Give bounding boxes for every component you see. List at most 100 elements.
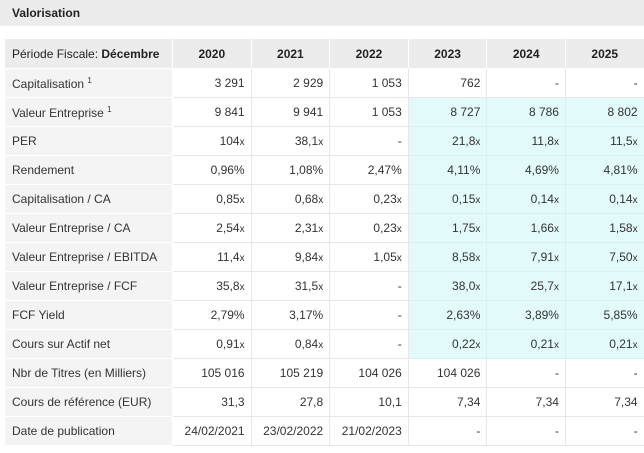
multiple-unit: x xyxy=(632,253,638,264)
value-cell: 3 291 xyxy=(172,68,252,98)
value-cell: 2 929 xyxy=(250,68,331,98)
cell-value: 2,31 xyxy=(294,221,319,235)
multiple-unit: x xyxy=(239,253,245,264)
cell-value: - xyxy=(633,76,638,90)
year-header: 2021 xyxy=(250,38,331,69)
value-cell: 3,89% xyxy=(486,300,566,330)
value-cell: - xyxy=(564,416,644,446)
cell-value: 762 xyxy=(460,76,481,90)
multiple-unit: x xyxy=(318,340,324,351)
multiple-unit: x xyxy=(632,340,638,351)
multiple-unit: x xyxy=(239,137,245,148)
multiple-unit: x xyxy=(475,282,481,293)
table-row: Date de publication 24/02/2021 23/02/2022 2… xyxy=(4,416,644,446)
cell-value: 4,69% xyxy=(524,163,559,177)
table-row: PER 104x 38,1x -21,8x 11,8x 11,5x xyxy=(4,126,644,156)
value-cell: 0,22x xyxy=(407,329,488,359)
value-cell: 1,58x xyxy=(564,213,644,243)
cell-value: 31,3 xyxy=(221,395,245,409)
footnote-marker: 1 xyxy=(107,104,112,114)
cell-value: 0,21 xyxy=(530,337,554,351)
row-label: Date de publication xyxy=(4,416,173,446)
cell-value: 9 841 xyxy=(214,105,245,119)
header-row: Période Fiscale: Décembre 2020 2021 2022… xyxy=(4,38,644,69)
table-row: Capitalisation 1 3 291 2 929 1 053 762 - - xyxy=(4,68,644,98)
cell-value: - xyxy=(397,279,402,293)
multiple-unit: x xyxy=(475,340,481,351)
row-label: Cours sur Actif net xyxy=(4,329,173,359)
multiple-unit: x xyxy=(632,224,638,235)
multiple-unit: x xyxy=(318,195,324,206)
value-cell: - xyxy=(329,300,409,330)
value-cell: 8 727 xyxy=(407,97,488,127)
cell-value: 3,17% xyxy=(289,308,324,322)
cell-value: - xyxy=(633,366,638,380)
multiple-unit: x xyxy=(553,137,559,148)
multiple-unit: x xyxy=(396,224,402,235)
fiscal-period-label: Période Fiscale: Décembre xyxy=(4,38,173,69)
value-cell: 9 941 xyxy=(250,97,331,127)
cell-value: - xyxy=(554,424,559,438)
cell-value: 35,8 xyxy=(216,279,240,293)
cell-value: 2 929 xyxy=(293,76,324,90)
cell-value: 0,68 xyxy=(294,192,319,206)
value-cell: - xyxy=(564,358,644,388)
cell-value: 9 941 xyxy=(293,105,324,119)
value-cell: 104 026 xyxy=(329,358,409,388)
value-cell: 0,85x xyxy=(172,184,252,214)
value-cell: 4,11% xyxy=(407,155,488,185)
row-label: Valeur Entreprise / FCF xyxy=(4,271,173,301)
cell-value: 8 727 xyxy=(450,105,481,119)
year-header: 2020 xyxy=(172,38,252,69)
cell-value: 5,85% xyxy=(603,308,638,322)
value-cell: 7,91x xyxy=(486,242,566,272)
row-label-text: Valeur Entreprise / EBITDA xyxy=(12,250,158,264)
value-cell: 0,96% xyxy=(172,155,252,185)
value-cell: 23/02/2022 xyxy=(250,416,331,446)
value-cell: - xyxy=(329,126,409,156)
cell-value: 8 802 xyxy=(607,105,638,119)
multiple-unit: x xyxy=(553,195,559,206)
multiple-unit: x xyxy=(318,253,324,264)
multiple-unit: x xyxy=(396,195,402,206)
table-row: Valeur Entreprise 1 9 841 9 941 1 053 8 727 8… xyxy=(4,97,644,127)
cell-value: 3,89% xyxy=(524,308,559,322)
multiple-unit: x xyxy=(475,224,481,235)
value-cell: 11,5x xyxy=(564,126,644,156)
value-cell: 8 786 xyxy=(486,97,566,127)
cell-value: 1 053 xyxy=(371,105,402,119)
table-row: FCF Yield 2,79% 3,17% - 2,63% 3,89% 5,85% xyxy=(4,300,644,330)
value-cell: 4,69% xyxy=(486,155,566,185)
value-cell: 11,4x xyxy=(172,242,252,272)
value-cell: 8 802 xyxy=(564,97,644,127)
year-header: 2025 xyxy=(564,38,644,69)
value-cell: 1,66x xyxy=(486,213,566,243)
cell-value: 0,22 xyxy=(452,337,476,351)
value-cell: 2,63% xyxy=(407,300,488,330)
cell-value: 2,79% xyxy=(210,308,245,322)
cell-value: 0,23 xyxy=(373,221,397,235)
value-cell: - xyxy=(486,416,566,446)
row-label-text: Nbr de Titres (en Milliers) xyxy=(12,366,147,380)
value-cell: 24/02/2021 xyxy=(172,416,252,446)
row-label: Valeur Entreprise / EBITDA xyxy=(4,242,173,272)
cell-value: 2,47% xyxy=(367,163,402,177)
table-row: Cours de référence (EUR) 31,3 27,8 10,1 7,34… xyxy=(4,387,644,417)
year-header: 2024 xyxy=(486,38,566,69)
cell-value: 105 219 xyxy=(279,366,324,380)
cell-value: 17,1 xyxy=(609,279,633,293)
table-row: Cours sur Actif net 0,91x 0,84x -0,22x 0,21x… xyxy=(4,329,644,359)
multiple-unit: x xyxy=(318,224,324,235)
cell-value: 0,84 xyxy=(294,337,319,351)
cell-value: 1 053 xyxy=(371,76,402,90)
multiple-unit: x xyxy=(632,195,638,206)
cell-value: 104 026 xyxy=(358,366,402,380)
row-label: Valeur Entreprise 1 xyxy=(4,97,173,127)
footnote-marker: 1 xyxy=(87,75,92,85)
value-cell: 1,75x xyxy=(407,213,488,243)
row-label-text: Valeur Entreprise xyxy=(12,105,104,120)
year-header: 2022 xyxy=(329,38,409,69)
row-label-text: Rendement xyxy=(12,163,75,177)
value-cell: 1,05x xyxy=(329,242,409,272)
multiple-unit: x xyxy=(632,137,638,148)
